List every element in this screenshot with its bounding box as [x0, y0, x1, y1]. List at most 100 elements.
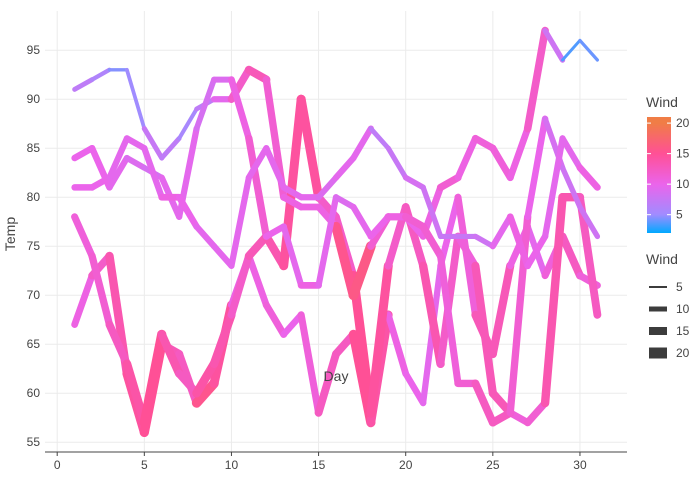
- line-segment: [315, 174, 339, 201]
- line-segment: [141, 145, 165, 201]
- x-tick-label: 0: [54, 458, 61, 472]
- line-segment: [71, 272, 96, 328]
- y-tick-label: 95: [27, 43, 41, 57]
- legend: Wind 5 10 15 20 Wind 5 10 15 20: [646, 94, 690, 360]
- line-segment: [177, 106, 199, 141]
- line-segment: [193, 76, 217, 132]
- series-line: [72, 26, 599, 301]
- line-segment: [228, 174, 252, 269]
- line-segment: [420, 184, 444, 240]
- line-segment: [141, 126, 165, 161]
- line-segment: [472, 233, 496, 249]
- line-segment: [193, 223, 218, 250]
- line-segment: [419, 222, 445, 260]
- line-segment: [576, 164, 601, 191]
- line-segment: [506, 213, 532, 270]
- line-segment: [489, 144, 514, 182]
- line-segment: [280, 223, 305, 289]
- line-segment: [578, 38, 599, 62]
- line-segment: [245, 252, 270, 309]
- size-legend-label: 10: [676, 302, 690, 316]
- line-segment: [297, 311, 323, 417]
- size-legend-label: 20: [676, 346, 690, 360]
- line-segment: [315, 194, 340, 289]
- color-bar: [647, 117, 671, 233]
- y-tick-label: 55: [27, 435, 41, 449]
- size-legend-label: 5: [676, 280, 683, 294]
- x-tick-label: 20: [399, 458, 413, 472]
- color-legend-label: 20: [676, 116, 690, 130]
- y-tick-label: 70: [27, 288, 41, 302]
- line-segment: [559, 135, 584, 171]
- axes: 55 60 65 70 75 80 85 90 95 0 5 10 15 20 25 30: [27, 43, 627, 472]
- line-segment: [350, 203, 374, 240]
- x-tick-label: 5: [141, 458, 148, 472]
- line-segment: [157, 330, 184, 378]
- line-segment: [454, 135, 479, 181]
- line-segment: [540, 192, 567, 408]
- line-segment: [245, 134, 270, 241]
- line-segment: [402, 370, 427, 407]
- size-legend-title: Wind: [646, 251, 678, 267]
- line-segment: [368, 126, 391, 151]
- line-segment: [105, 320, 131, 368]
- line-segment: [296, 94, 324, 202]
- line-segment: [402, 174, 426, 191]
- x-tick-label: 10: [225, 458, 239, 472]
- line-segment: [314, 350, 340, 417]
- line-segment: [262, 301, 288, 338]
- line-segment: [280, 184, 305, 201]
- line-segment: [122, 359, 149, 427]
- size-legend-label: 15: [676, 324, 690, 338]
- data-series: [71, 26, 602, 438]
- color-legend-label: 10: [676, 177, 690, 191]
- color-legend-label: 15: [676, 147, 690, 161]
- y-tick-label: 65: [27, 337, 41, 351]
- line-segment: [123, 135, 148, 152]
- y-tick-label: 60: [27, 386, 41, 400]
- line-segment: [366, 261, 393, 418]
- line-segment: [106, 154, 131, 191]
- line-segment: [331, 221, 359, 300]
- line-segment: [558, 232, 584, 280]
- color-legend-title: Wind: [646, 94, 678, 110]
- color-legend-label: 5: [676, 208, 683, 222]
- line-segment: [333, 194, 357, 210]
- line-segment: [175, 193, 200, 230]
- line-segment: [385, 145, 409, 181]
- line-segment: [159, 135, 182, 161]
- x-tick-label: 15: [312, 458, 326, 472]
- line-segment: [506, 125, 532, 181]
- y-axis-title: Temp: [2, 217, 18, 251]
- line-segment: [418, 261, 445, 369]
- line-segment: [350, 125, 374, 162]
- line-segment: [489, 213, 514, 250]
- line-segment: [263, 145, 287, 191]
- series-line: [71, 125, 601, 270]
- line-segment: [384, 311, 410, 377]
- line-segment: [332, 154, 357, 181]
- y-tick-label: 80: [27, 190, 41, 204]
- line-segment: [524, 233, 549, 270]
- line-segment: [123, 155, 148, 171]
- line-segment: [454, 232, 479, 270]
- line-segment: [210, 243, 235, 269]
- y-tick-label: 90: [27, 92, 41, 106]
- line-segment: [106, 135, 131, 181]
- x-tick-label: 30: [573, 458, 587, 472]
- line-segment: [228, 76, 253, 142]
- x-tick-label: 25: [486, 458, 500, 472]
- line-segment: [559, 165, 583, 210]
- line-segment: [561, 38, 582, 62]
- line-segment: [192, 359, 219, 398]
- line-segment: [348, 241, 376, 301]
- line-segment: [524, 115, 549, 221]
- line-segment: [541, 135, 566, 240]
- line-segment: [72, 77, 95, 92]
- line-segment: [139, 329, 167, 428]
- line-segment: [437, 252, 462, 387]
- line-segment: [523, 26, 549, 133]
- line-segment: [471, 261, 497, 398]
- line-segment: [577, 204, 601, 240]
